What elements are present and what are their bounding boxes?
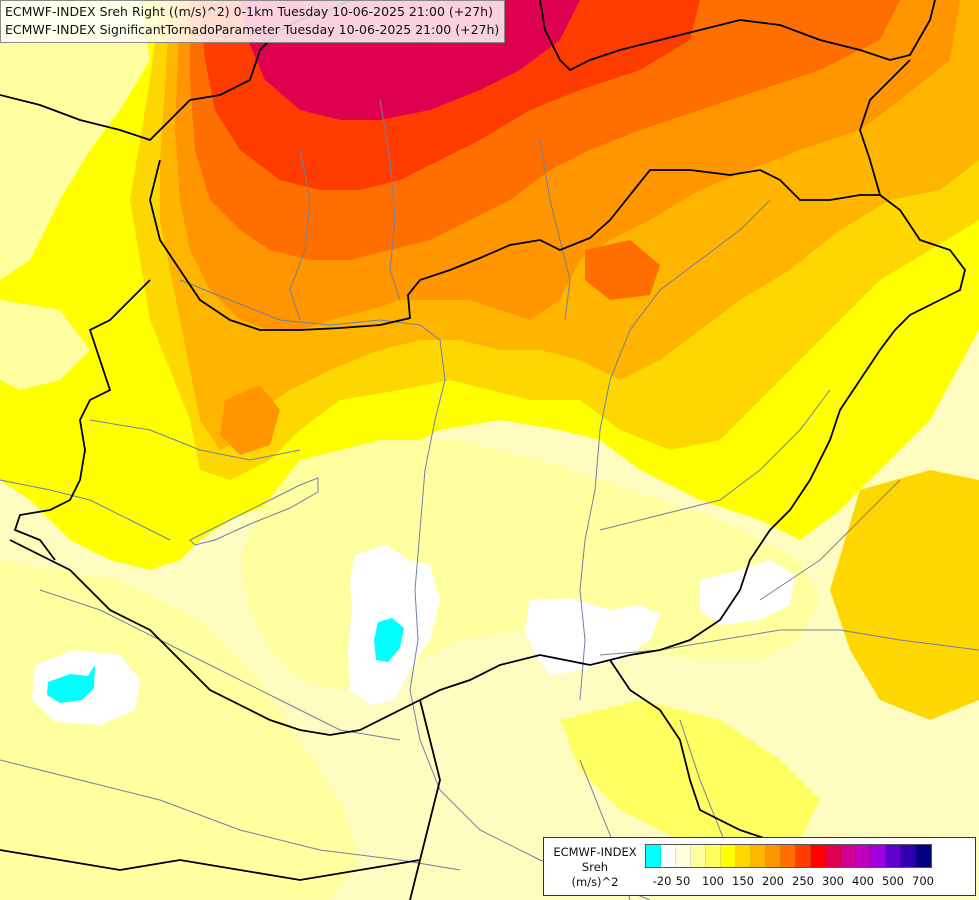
river-raba	[89, 419, 301, 461]
legend-tick-label: 150	[732, 874, 754, 888]
legend-swatch	[766, 845, 781, 867]
field-cyan-center	[374, 618, 404, 662]
river-east-2	[759, 479, 901, 601]
river-drava	[39, 589, 401, 741]
river-danube	[179, 279, 651, 900]
field-pale-w	[0, 300, 90, 390]
field-light-south	[0, 560, 360, 900]
border-south	[409, 699, 441, 900]
field-cyan-west	[47, 665, 95, 703]
legend-tick-label: 300	[822, 874, 844, 888]
legend-tick-label: 200	[762, 874, 784, 888]
river-north-2	[379, 99, 401, 301]
legend-swatch	[886, 845, 901, 867]
legend-tick-label: 50	[675, 874, 691, 888]
legend-tick-label: 700	[912, 874, 934, 888]
border-at-sk	[9, 159, 966, 736]
legend-variable: Sreh	[581, 860, 609, 874]
legend-tick-label: 500	[882, 874, 904, 888]
lake-balaton	[189, 477, 319, 546]
river-north-1	[289, 149, 311, 321]
legend-unit: (m/s)^2	[571, 875, 619, 889]
legend-swatch	[841, 845, 856, 867]
border-west	[13, 279, 151, 561]
border-east	[859, 59, 911, 196]
title-line-stp: ECMWF-INDEX SignificantTornadoParameter …	[5, 22, 500, 37]
river-tisza	[579, 199, 771, 701]
legend-swatch	[871, 845, 886, 867]
river-west	[0, 479, 171, 541]
legend-swatch	[721, 845, 736, 867]
field-gold-east	[830, 470, 979, 720]
legend-swatch	[736, 845, 751, 867]
title-line-sreh: ECMWF-INDEX Sreh Right ((m/s)^2) 0-1km T…	[5, 4, 493, 19]
field-white-east	[700, 560, 795, 625]
legend-swatch	[706, 845, 721, 867]
legend-swatch	[856, 845, 871, 867]
legend-tick-label: 400	[852, 874, 874, 888]
river-east-1	[599, 389, 831, 531]
rivers	[0, 99, 979, 900]
field-pale-nw	[0, 0, 150, 280]
legend-source: ECMWF-INDEX	[553, 845, 637, 859]
legend-title: ECMWF-INDEX Sreh (m/s)^2	[548, 845, 642, 890]
legend-swatch	[676, 845, 691, 867]
legend-colorbar	[645, 844, 932, 868]
legend-swatch	[751, 845, 766, 867]
legend-tick-label: 250	[792, 874, 814, 888]
legend-swatch	[646, 845, 661, 867]
field-red-west-blob	[220, 385, 280, 455]
legend-swatch	[811, 845, 826, 867]
field-red-east-blob	[585, 240, 660, 300]
legend-swatch	[781, 845, 796, 867]
legend-swatch	[826, 845, 841, 867]
map-title-box: ECMWF-INDEX Sreh Right ((m/s)^2) 0-1km T…	[0, 0, 506, 43]
legend-swatch	[661, 845, 676, 867]
legend-swatch	[796, 845, 811, 867]
legend-tick-label: 100	[702, 874, 724, 888]
color-legend: ECMWF-INDEX Sreh (m/s)^2 -20 50 100 150 200 2…	[543, 837, 976, 896]
river-sava	[0, 759, 461, 871]
river-north-3	[539, 139, 571, 321]
legend-swatch	[901, 845, 916, 867]
border-north-east	[539, 0, 936, 72]
border-south-west	[0, 849, 421, 881]
legend-swatch	[691, 845, 706, 867]
legend-tick-label: -20	[652, 874, 672, 888]
border-south-east	[609, 659, 771, 841]
legend-swatch	[916, 845, 931, 867]
